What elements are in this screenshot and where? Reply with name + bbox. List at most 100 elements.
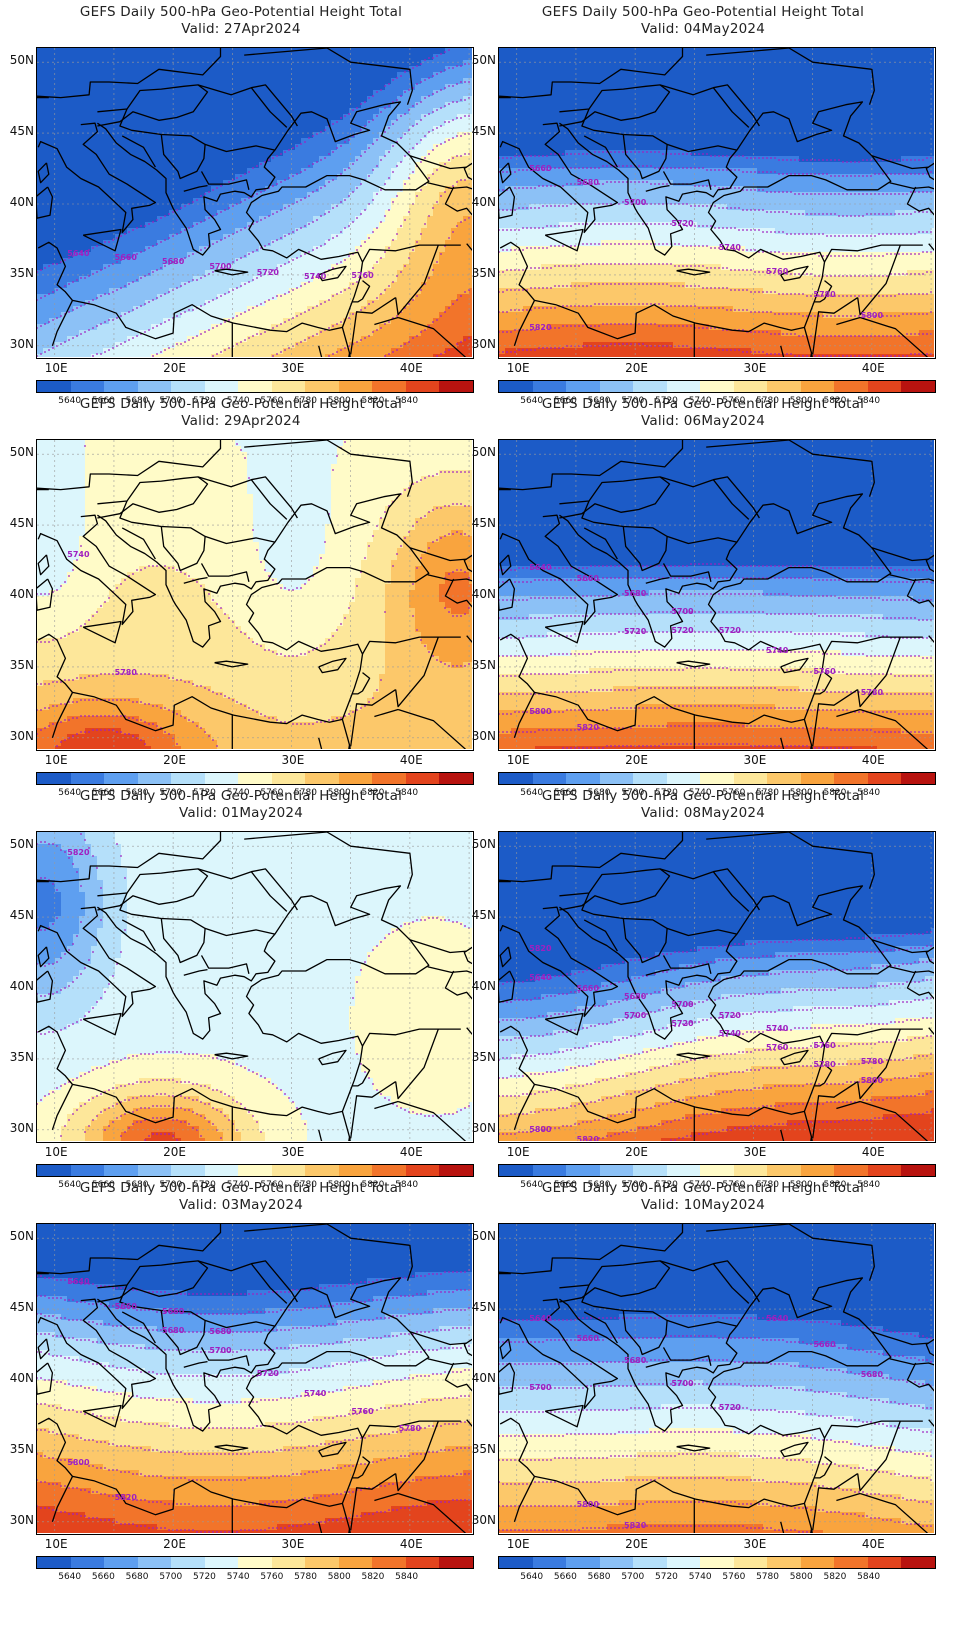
colorbar-segment — [338, 1557, 373, 1568]
colorbar-segment — [171, 1165, 205, 1176]
contour-label: 5640 — [529, 1314, 552, 1323]
contour-label: 5780 — [861, 688, 884, 697]
colorbar-segment — [800, 773, 835, 784]
latitude-label: 40N — [2, 587, 34, 601]
coastlines — [37, 1224, 472, 1533]
colorbar-segment — [238, 773, 272, 784]
latitude-label: 50N — [2, 837, 34, 851]
contour-label: 5760 — [351, 1407, 374, 1416]
contour-label: 5760 — [766, 267, 789, 276]
colorbar-label: 5700 — [159, 1572, 182, 1582]
longitude-label: 20E — [625, 1145, 648, 1159]
contour-label: 5780 — [861, 1057, 884, 1066]
colorbar-segment — [700, 1557, 734, 1568]
map-panel: GEFS Daily 500-hPa Geo-Potential Height … — [462, 1176, 944, 1586]
colorbar-segment — [37, 1165, 71, 1176]
latitude-label: 30N — [2, 1513, 34, 1527]
contour-label: 5720 — [671, 219, 694, 228]
panel-title: GEFS Daily 500-hPa Geo-Potential Height … — [0, 396, 482, 413]
colorbar-label: 5820 — [823, 1572, 846, 1582]
contour-lines — [37, 49, 470, 357]
longitude-label: 20E — [163, 361, 186, 375]
colorbar-segment — [566, 381, 600, 392]
contour-label: 5700 — [209, 262, 232, 271]
colorbar-segment — [767, 381, 801, 392]
colorbar-label: 5700 — [621, 396, 644, 406]
panel-valid-date: Valid: 01May2024 — [0, 805, 482, 822]
colorbar-segment — [405, 1165, 440, 1176]
colorbar-label: 5840 — [857, 1572, 880, 1582]
coastlines — [499, 48, 934, 357]
coastlines — [37, 832, 472, 1141]
longitude-label: 20E — [625, 753, 648, 767]
contour-label: 5720 — [719, 1403, 742, 1412]
colorbar-segment — [305, 1557, 339, 1568]
map-panel: GEFS Daily 500-hPa Geo-Potential Height … — [0, 392, 482, 802]
colorbar-segment — [372, 1557, 406, 1568]
longitude-label: 10E — [507, 1537, 530, 1551]
colorbar-segment — [867, 1557, 902, 1568]
coastlines — [499, 440, 934, 749]
colorbar — [498, 380, 936, 393]
contour-label: 5700 — [209, 1346, 232, 1355]
contour-label: 5680 — [624, 1356, 647, 1365]
colorbar-label: 5700 — [621, 1180, 644, 1190]
contour-labels: 5660 5680 5700 5720 5740 5760 5780 5800 5820 — [529, 164, 883, 332]
colorbar-segment — [800, 381, 835, 392]
colorbar-label: 5660 — [92, 788, 115, 798]
colorbar-segment — [867, 773, 902, 784]
panel-valid-date: Valid: 08May2024 — [462, 805, 944, 822]
map-plot-area: 5640 5660 5680 5700 5720 5740 5760 5780 5800 5820… — [498, 439, 936, 751]
latitude-label: 40N — [464, 979, 496, 993]
colorbar-segment — [372, 1165, 406, 1176]
colorbar-label: 5700 — [159, 788, 182, 798]
colorbar-segment — [405, 1557, 440, 1568]
colorbar-segment — [171, 1557, 205, 1568]
colorbar-label: 5740 — [689, 1180, 712, 1190]
contour-label: 5660 — [577, 1334, 600, 1343]
colorbar-label: 5840 — [857, 1180, 880, 1190]
colorbar-segment — [532, 1165, 567, 1176]
contour-label: 5680 — [624, 589, 647, 598]
latitude-label: 30N — [2, 729, 34, 743]
colorbar-segment — [70, 773, 105, 784]
contour-label: 5720 — [257, 1369, 280, 1378]
height-field-svg: 5640 5660 5680 5700 5720 5640 5660 5680 5700 5800… — [499, 1224, 934, 1533]
map-plot-area: 5640 5660 5680 5700 5720 5740 5760 5780 5800 5820… — [36, 1223, 474, 1535]
contour-label: 5680 — [209, 1327, 232, 1336]
graticule — [37, 1224, 472, 1533]
colorbar-segment — [137, 773, 172, 784]
latitude-label: 35N — [2, 1442, 34, 1456]
panel-title: GEFS Daily 500-hPa Geo-Potential Height … — [462, 4, 944, 21]
colorbar-segment — [70, 1165, 105, 1176]
latitude-label: 40N — [2, 195, 34, 209]
colorbar-label: 5800 — [790, 788, 813, 798]
panel-valid-date: Valid: 29Apr2024 — [0, 413, 482, 430]
colorbar-label: 5820 — [361, 1180, 384, 1190]
colorbar-label: 5720 — [655, 1572, 678, 1582]
colorbar-segment — [305, 773, 339, 784]
contour-label: 5720 — [671, 1019, 694, 1028]
contour-label: 5820 — [115, 1493, 138, 1502]
graticule — [37, 48, 472, 357]
colorbar-label: 5700 — [159, 1180, 182, 1190]
colorbar-label: 5720 — [193, 1572, 216, 1582]
colorbar-segment — [305, 1165, 339, 1176]
map-panel: GEFS Daily 500-hPa Geo-Potential Height … — [462, 784, 944, 1194]
colorbar-segment — [532, 381, 567, 392]
contour-label: 5660 — [529, 164, 552, 173]
colorbar-segment — [271, 773, 306, 784]
colorbar-label: 5760 — [260, 1572, 283, 1582]
colorbar — [498, 1164, 936, 1177]
colorbar-segment — [305, 381, 339, 392]
colorbar-label: 5640 — [520, 396, 543, 406]
colorbar-segment — [733, 1557, 768, 1568]
colorbar-label: 5660 — [554, 1572, 577, 1582]
colorbar-label: 5720 — [193, 396, 216, 406]
longitude-label: 30E — [744, 361, 767, 375]
longitude-label: 40E — [862, 1537, 885, 1551]
colorbar-segment — [439, 1557, 473, 1568]
colorbar-label: 5680 — [126, 1180, 149, 1190]
colorbar-segment — [104, 773, 138, 784]
panel-title: GEFS Daily 500-hPa Geo-Potential Height … — [462, 788, 944, 805]
